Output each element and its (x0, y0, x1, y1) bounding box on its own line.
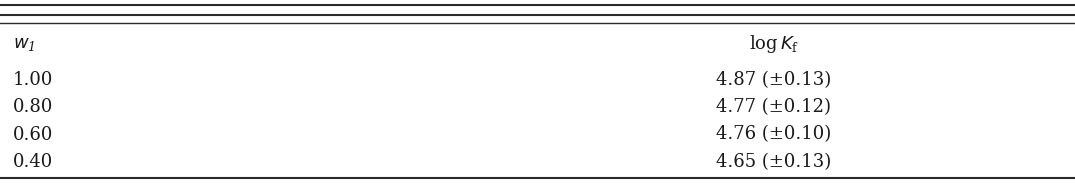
Text: 4.65 (±0.13): 4.65 (±0.13) (716, 153, 832, 171)
Text: 0.40: 0.40 (13, 153, 53, 171)
Text: 1.00: 1.00 (13, 71, 54, 89)
Text: 4.76 (±0.10): 4.76 (±0.10) (716, 126, 832, 143)
Text: 0.80: 0.80 (13, 98, 54, 116)
Text: $\mathregular{log}\,K_{\mathregular{f}}$: $\mathregular{log}\,K_{\mathregular{f}}$ (749, 33, 799, 55)
Text: $w_{\mathregular{1}}$: $w_{\mathregular{1}}$ (13, 35, 35, 53)
Text: 4.77 (±0.12): 4.77 (±0.12) (717, 98, 831, 116)
Text: 4.87 (±0.13): 4.87 (±0.13) (716, 71, 832, 89)
Text: 0.60: 0.60 (13, 126, 54, 143)
